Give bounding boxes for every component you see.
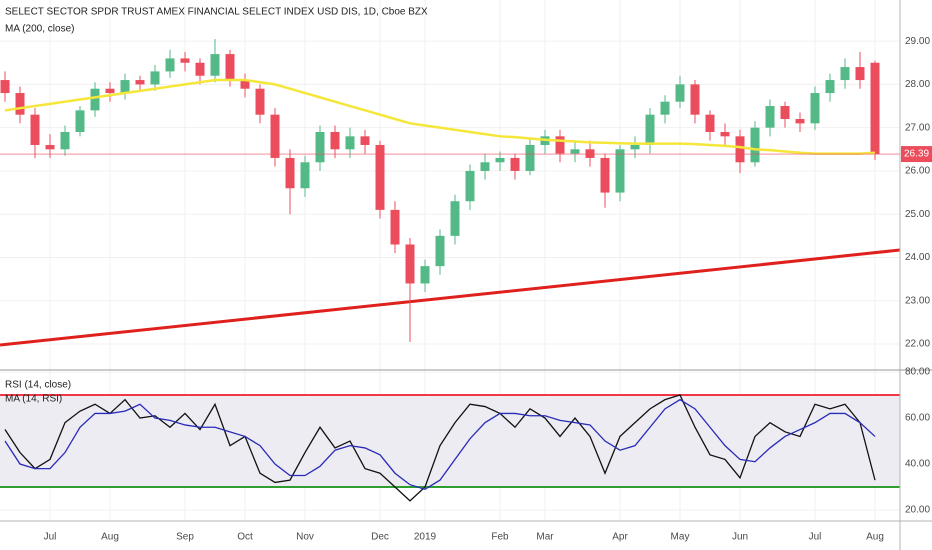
- candle-body: [435, 235, 445, 267]
- last-price-label: 26.39: [904, 149, 929, 160]
- candle-body: [720, 131, 730, 137]
- candle-body: [45, 144, 55, 150]
- candle-body: [390, 209, 400, 245]
- x-tick-label: Dec: [371, 532, 389, 543]
- rsi-tick-label: 80.00: [905, 367, 930, 378]
- candle-body: [630, 144, 640, 150]
- candle-body: [255, 88, 265, 115]
- rsi-line: [4, 394, 876, 502]
- candle-body: [480, 162, 490, 171]
- candle-body: [735, 136, 745, 163]
- candle-body: [570, 149, 580, 154]
- candle-body: [495, 157, 505, 163]
- rsi-band: [0, 395, 900, 487]
- candle-body: [0, 80, 10, 94]
- candle-body: [270, 114, 280, 158]
- y-tick-label: 27.00: [905, 122, 930, 133]
- candle-body: [30, 114, 40, 145]
- rsi-tick-label: 40.00: [905, 459, 930, 470]
- candle-body: [585, 149, 595, 158]
- candle-body: [360, 136, 370, 145]
- candle-body: [180, 58, 190, 63]
- x-tick-label: Nov: [296, 532, 314, 543]
- y-tick-label: 28.00: [905, 79, 930, 90]
- candle-body: [450, 201, 460, 236]
- candle-body: [780, 106, 790, 120]
- candle-body: [240, 80, 250, 89]
- candle-body: [165, 58, 175, 72]
- trend-line: [0, 248, 901, 347]
- x-tick-label: Jul: [809, 532, 822, 543]
- candle-body: [840, 67, 850, 81]
- candle-body: [195, 62, 205, 76]
- legend-ma: MA (200, close): [5, 24, 74, 35]
- legend-rsi: RSI (14, close): [5, 380, 71, 391]
- legend-rsi-ma: MA (14, RSI): [5, 394, 62, 405]
- candle-body: [150, 71, 160, 85]
- candle-body: [705, 114, 715, 132]
- candle-body: [330, 131, 340, 150]
- candle-body: [405, 244, 415, 284]
- candle-body: [510, 157, 520, 171]
- candle-body: [375, 144, 385, 210]
- y-tick-label: 25.00: [905, 209, 930, 220]
- x-tick-label: Apr: [612, 532, 628, 543]
- rsi-line: [4, 398, 876, 491]
- ma-line: [4, 78, 876, 155]
- x-tick-label: Aug: [866, 532, 884, 543]
- rsi-tick-label: 20.00: [905, 505, 930, 516]
- candle-body: [300, 162, 310, 189]
- candle-body: [555, 136, 565, 154]
- x-tick-label: Feb: [491, 532, 509, 543]
- candle-body: [225, 54, 235, 81]
- plot: [0, 38, 900, 502]
- candle-body: [525, 144, 535, 171]
- candle-body: [285, 157, 295, 189]
- x-tick-label: Oct: [237, 532, 253, 543]
- x-tick-label: May: [671, 532, 690, 543]
- candle-body: [15, 93, 25, 115]
- candle-body: [795, 119, 805, 124]
- candle-body: [675, 84, 685, 102]
- candle-body: [90, 88, 100, 111]
- candle-body: [105, 88, 115, 94]
- candle-body: [135, 80, 145, 85]
- candle-body: [660, 101, 670, 115]
- x-tick-label: Jun: [732, 532, 748, 543]
- candle-body: [315, 131, 325, 163]
- last-price-box: [901, 146, 932, 163]
- candle-body: [75, 110, 85, 132]
- candle-body: [600, 157, 610, 193]
- candle-body: [645, 114, 655, 145]
- candle-body: [750, 127, 760, 163]
- y-tick-label: 24.00: [905, 252, 930, 263]
- y-tick-label: 22.00: [905, 339, 930, 350]
- y-tick-label: 26.00: [905, 166, 930, 177]
- candle-body: [825, 80, 835, 94]
- candle-body: [690, 84, 700, 115]
- x-tick-label: Sep: [176, 532, 194, 543]
- candle-body: [615, 149, 625, 193]
- x-tick-label: Mar: [536, 532, 554, 543]
- y-tick-label: 23.00: [905, 295, 930, 306]
- candle-body: [465, 170, 475, 202]
- x-tick-label: 2019: [414, 532, 437, 543]
- candle-body: [420, 266, 430, 284]
- candle-body: [345, 136, 355, 150]
- candle-body: [210, 54, 220, 76]
- candle-body: [810, 93, 820, 124]
- x-tick-label: Jul: [44, 532, 57, 543]
- candle-body: [60, 131, 70, 150]
- candle-body: [855, 67, 865, 81]
- chart-title: SELECT SECTOR SPDR TRUST AMEX FINANCIAL …: [5, 7, 428, 18]
- candle-body: [870, 62, 880, 155]
- x-tick-label: Aug: [101, 532, 119, 543]
- candle-body: [120, 80, 130, 94]
- y-tick-label: 29.00: [905, 36, 930, 47]
- rsi-tick-label: 60.00: [905, 413, 930, 424]
- candle-body: [765, 106, 775, 128]
